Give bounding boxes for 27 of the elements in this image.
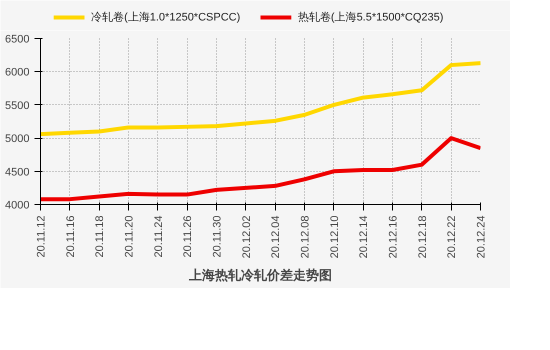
y-tick-label: 4000 xyxy=(5,200,30,212)
y-tick-label: 6000 xyxy=(5,66,30,79)
x-tick-label: 20.11.12 xyxy=(36,215,48,258)
x-tick-label: 20.12.10 xyxy=(328,215,341,258)
line-series xyxy=(40,136,480,202)
x-tick-label: 20.12.02 xyxy=(240,215,253,258)
x-tick-label: 20.12.18 xyxy=(416,215,429,258)
y-tick-label: 4500 xyxy=(5,166,30,178)
y-tick-label: 5500 xyxy=(5,100,30,112)
x-tick-label: 20.11.26 xyxy=(182,215,194,258)
x-tick-label: 20.12.16 xyxy=(388,215,400,258)
line-series xyxy=(40,61,480,136)
y-tick-label: 6500 xyxy=(5,34,30,46)
x-tick-label: 20.11.20 xyxy=(124,215,136,258)
x-tick-label: 20.12.08 xyxy=(300,215,312,258)
x-tick-label: 20.11.16 xyxy=(64,215,77,258)
x-tick-label: 20.12.24 xyxy=(476,215,488,258)
x-tick-label: 20.11.24 xyxy=(152,215,165,258)
x-tick-label: 20.12.22 xyxy=(446,215,458,258)
y-tick-label: 5000 xyxy=(5,133,30,146)
text: 上海热轧冷轧价差走势图 xyxy=(188,268,332,284)
legend-label: 热轧卷(上海5.5*1500*CQ235) xyxy=(298,10,444,24)
x-tick-label: 20.12.14 xyxy=(358,215,370,258)
x-tick-label: 20.11.30 xyxy=(212,215,224,258)
legend-label: 冷轧卷(上海1.0*1250*CSPCC) xyxy=(91,10,240,24)
x-tick-label: 20.12.04 xyxy=(270,215,282,258)
x-tick-label: 20.11.18 xyxy=(94,215,106,258)
